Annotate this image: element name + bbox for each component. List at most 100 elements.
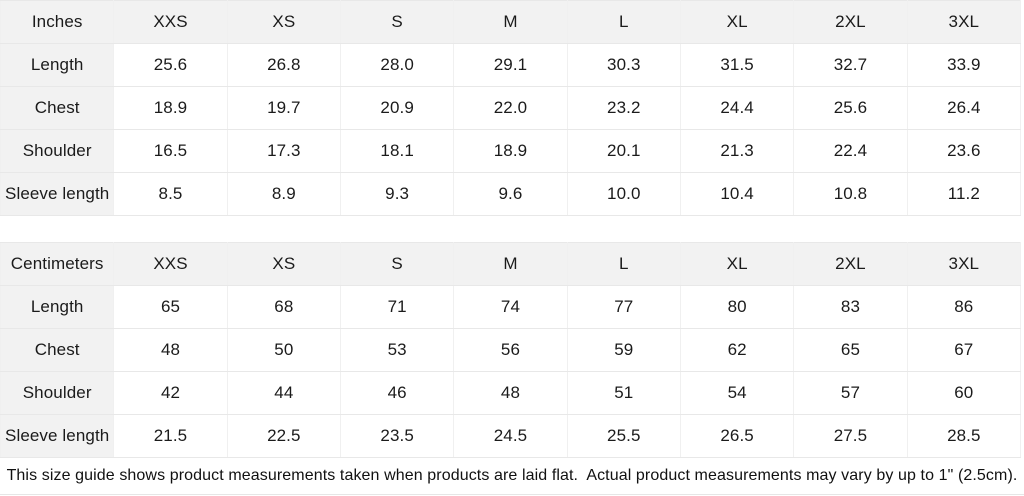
size-header-cell: XS xyxy=(226,0,341,44)
table-gap xyxy=(0,216,1024,242)
measurement-value-cell: 48 xyxy=(113,328,228,372)
measurement-value-cell: 86 xyxy=(906,285,1022,329)
table-row: Chest 48 50 53 56 59 62 65 67 xyxy=(0,328,1022,372)
size-header-cell: L xyxy=(566,242,681,286)
row-label-cell: Shoulder xyxy=(0,129,115,173)
size-header-cell: M xyxy=(453,242,568,286)
measurement-note-text: This size guide shows product measuremen… xyxy=(6,467,1018,484)
measurement-value-cell: 71 xyxy=(339,285,455,329)
measurement-value-cell: 57 xyxy=(793,371,908,415)
measurement-value-cell: 10.8 xyxy=(793,172,908,216)
size-header-cell: XL xyxy=(679,0,795,44)
measurement-value-cell: 65 xyxy=(793,328,908,372)
measurement-value-cell: 50 xyxy=(226,328,341,372)
measurement-value-cell: 19.7 xyxy=(226,86,341,130)
measurement-value-cell: 26.5 xyxy=(679,414,795,458)
measurement-value-cell: 26.8 xyxy=(226,43,341,87)
size-header-cell: M xyxy=(453,0,568,44)
measurement-value-cell: 65 xyxy=(113,285,228,329)
table-row: Shoulder 16.5 17.3 18.1 18.9 20.1 21.3 22.4 23.6 xyxy=(0,129,1022,173)
measurement-value-cell: 24.5 xyxy=(453,414,568,458)
row-label-cell: Length xyxy=(0,43,115,87)
measurement-value-cell: 29.1 xyxy=(453,43,568,87)
table-row: Length 65 68 71 74 77 80 83 86 xyxy=(0,285,1022,329)
row-label-cell: Chest xyxy=(0,328,115,372)
measurement-value-cell: 53 xyxy=(339,328,455,372)
measurement-value-cell: 62 xyxy=(679,328,795,372)
measurement-value-cell: 23.5 xyxy=(339,414,455,458)
measurement-value-cell: 51 xyxy=(566,371,681,415)
size-header-row: Centimeters XXS XS S M L XL 2XL 3XL xyxy=(0,242,1022,286)
size-header-cell: 3XL xyxy=(906,242,1022,286)
row-label-cell: Chest xyxy=(0,86,115,130)
measurement-value-cell: 25.6 xyxy=(113,43,228,87)
size-header-cell: 2XL xyxy=(793,0,908,44)
row-label-cell: Sleeve length xyxy=(0,172,115,216)
measurement-value-cell: 33.9 xyxy=(906,43,1022,87)
measurement-value-cell: 80 xyxy=(679,285,795,329)
measurement-value-cell: 11.2 xyxy=(906,172,1022,216)
measurement-value-cell: 8.5 xyxy=(113,172,228,216)
measurement-value-cell: 67 xyxy=(906,328,1022,372)
measurement-value-cell: 10.0 xyxy=(566,172,681,216)
measurement-value-cell: 18.9 xyxy=(453,129,568,173)
size-header-cell: 3XL xyxy=(906,0,1022,44)
size-header-cell: XS xyxy=(226,242,341,286)
measurement-value-cell: 9.3 xyxy=(339,172,455,216)
row-label-cell: Shoulder xyxy=(0,371,115,415)
measurement-value-cell: 21.3 xyxy=(679,129,795,173)
inches-size-table: Inches XXS XS S M L XL 2XL 3XL Length 25.6 26.8 28.0… xyxy=(0,0,1022,216)
size-header-cell: XL xyxy=(679,242,795,286)
measurement-value-cell: 48 xyxy=(453,371,568,415)
measurement-value-cell: 42 xyxy=(113,371,228,415)
measurement-note: This size guide shows product measuremen… xyxy=(0,458,1024,495)
measurement-value-cell: 56 xyxy=(453,328,568,372)
measurement-value-cell: 83 xyxy=(793,285,908,329)
table-row: Sleeve length 21.5 22.5 23.5 24.5 25.5 26.5 27.… xyxy=(0,414,1022,458)
measurement-value-cell: 18.1 xyxy=(339,129,455,173)
measurement-value-cell: 59 xyxy=(566,328,681,372)
size-header-cell: XXS xyxy=(113,242,228,286)
size-header-cell: XXS xyxy=(113,0,228,44)
unit-header-cell: Centimeters xyxy=(0,242,115,286)
measurement-value-cell: 23.6 xyxy=(906,129,1022,173)
measurement-value-cell: 20.1 xyxy=(566,129,681,173)
measurement-value-cell: 30.3 xyxy=(566,43,681,87)
centimeters-size-table: Centimeters XXS XS S M L XL 2XL 3XL Length 65 68 71 7… xyxy=(0,242,1022,458)
table-row: Shoulder 42 44 46 48 51 54 57 60 xyxy=(0,371,1022,415)
measurement-value-cell: 20.9 xyxy=(339,86,455,130)
measurement-value-cell: 54 xyxy=(679,371,795,415)
measurement-value-cell: 21.5 xyxy=(113,414,228,458)
size-header-cell: S xyxy=(339,0,455,44)
measurement-value-cell: 28.0 xyxy=(339,43,455,87)
measurement-value-cell: 22.4 xyxy=(793,129,908,173)
measurement-value-cell: 18.9 xyxy=(113,86,228,130)
table-row: Length 25.6 26.8 28.0 29.1 30.3 31.5 32.7 33.9 xyxy=(0,43,1022,87)
size-header-cell: 2XL xyxy=(793,242,908,286)
measurement-value-cell: 32.7 xyxy=(793,43,908,87)
measurement-value-cell: 68 xyxy=(226,285,341,329)
measurement-value-cell: 9.6 xyxy=(453,172,568,216)
measurement-value-cell: 8.9 xyxy=(226,172,341,216)
size-tables: Inches XXS XS S M L XL 2XL 3XL Length 25.6 26.8 28.0… xyxy=(0,0,1024,458)
measurement-value-cell: 22.5 xyxy=(226,414,341,458)
table-row: Sleeve length 8.5 8.9 9.3 9.6 10.0 10.4 10.8 11.… xyxy=(0,172,1022,216)
measurement-value-cell: 10.4 xyxy=(679,172,795,216)
measurement-value-cell: 16.5 xyxy=(113,129,228,173)
size-header-cell: L xyxy=(566,0,681,44)
measurement-value-cell: 46 xyxy=(339,371,455,415)
measurement-value-cell: 44 xyxy=(226,371,341,415)
measurement-value-cell: 25.5 xyxy=(566,414,681,458)
unit-header-cell: Inches xyxy=(0,0,115,44)
measurement-value-cell: 22.0 xyxy=(453,86,568,130)
size-header-cell: S xyxy=(339,242,455,286)
table-row: Chest 18.9 19.7 20.9 22.0 23.2 24.4 25.6 26.4 xyxy=(0,86,1022,130)
measurement-value-cell: 28.5 xyxy=(906,414,1022,458)
measurement-value-cell: 26.4 xyxy=(906,86,1022,130)
measurement-value-cell: 24.4 xyxy=(679,86,795,130)
row-label-cell: Length xyxy=(0,285,115,329)
measurement-value-cell: 25.6 xyxy=(793,86,908,130)
measurement-value-cell: 17.3 xyxy=(226,129,341,173)
measurement-value-cell: 27.5 xyxy=(793,414,908,458)
